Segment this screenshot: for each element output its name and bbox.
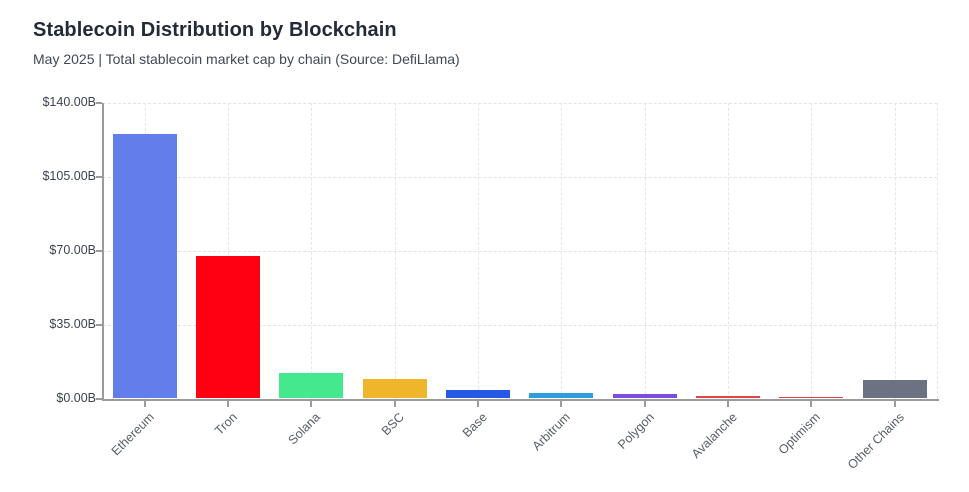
x-axis-tick bbox=[810, 400, 813, 407]
x-tick-label-bsc: BSC bbox=[378, 409, 407, 438]
y-axis-tick bbox=[96, 175, 102, 178]
y-axis-tick bbox=[96, 323, 102, 326]
y-axis-tick bbox=[96, 397, 102, 400]
y-axis-line bbox=[102, 103, 104, 401]
x-tick-label-other-chains: Other Chains bbox=[844, 409, 907, 472]
v-gridline-right-edge bbox=[936, 103, 938, 399]
x-tick-label-solana: Solana bbox=[285, 409, 324, 447]
h-gridline bbox=[103, 324, 937, 326]
y-axis-tick bbox=[96, 102, 102, 104]
x-tick-label-avalanche: Avalanche bbox=[689, 409, 741, 461]
v-gridline bbox=[311, 103, 313, 399]
v-gridline bbox=[728, 103, 730, 399]
chart-subtitle: May 2025 | Total stablecoin market cap b… bbox=[33, 51, 460, 67]
chart-title: Stablecoin Distribution by Blockchain bbox=[33, 19, 397, 41]
x-axis-tick bbox=[560, 400, 563, 407]
bar-solana bbox=[279, 373, 344, 399]
v-gridline bbox=[478, 103, 480, 399]
x-tick-label-tron: Tron bbox=[212, 409, 240, 438]
bar-polygon bbox=[612, 394, 677, 399]
y-tick-label: $70.00B bbox=[49, 242, 96, 257]
v-gridline bbox=[644, 103, 646, 399]
x-axis-tick bbox=[727, 400, 730, 407]
h-gridline bbox=[103, 103, 937, 104]
x-tick-label-optimism: Optimism bbox=[776, 409, 824, 457]
bar-tron bbox=[196, 256, 261, 399]
bar-ethereum bbox=[112, 134, 177, 399]
bar-bsc bbox=[362, 379, 427, 399]
bar-base bbox=[446, 390, 511, 399]
bar-arbitrum bbox=[529, 392, 594, 399]
v-gridline bbox=[894, 103, 896, 399]
bar-optimism bbox=[779, 396, 844, 399]
y-axis-tick bbox=[96, 249, 102, 252]
bar-avalanche bbox=[696, 395, 761, 399]
y-tick-label: $140.00B bbox=[42, 95, 96, 109]
x-tick-label-arbitrum: Arbitrum bbox=[530, 409, 574, 453]
y-tick-label: $35.00B bbox=[49, 316, 96, 331]
x-tick-label-base: Base bbox=[459, 409, 490, 440]
y-tick-label: $0.00B bbox=[56, 390, 96, 405]
bar-other-chains bbox=[862, 380, 927, 399]
x-axis-tick bbox=[393, 400, 396, 407]
x-axis-tick bbox=[477, 400, 480, 407]
y-tick-label: $105.00B bbox=[42, 168, 96, 183]
x-axis-tick bbox=[227, 400, 230, 407]
x-axis-tick bbox=[643, 400, 646, 407]
x-axis-line bbox=[102, 398, 939, 401]
v-gridline bbox=[228, 103, 230, 399]
h-gridline bbox=[103, 250, 937, 252]
x-tick-label-polygon: Polygon bbox=[614, 409, 657, 452]
h-gridline bbox=[103, 176, 937, 178]
v-gridline bbox=[561, 103, 563, 399]
x-axis-tick bbox=[310, 400, 313, 407]
x-axis-tick bbox=[143, 400, 146, 407]
x-axis-tick bbox=[893, 400, 896, 407]
v-gridline bbox=[394, 103, 396, 399]
v-gridline bbox=[811, 103, 813, 399]
x-tick-label-ethereum: Ethereum bbox=[108, 409, 157, 458]
